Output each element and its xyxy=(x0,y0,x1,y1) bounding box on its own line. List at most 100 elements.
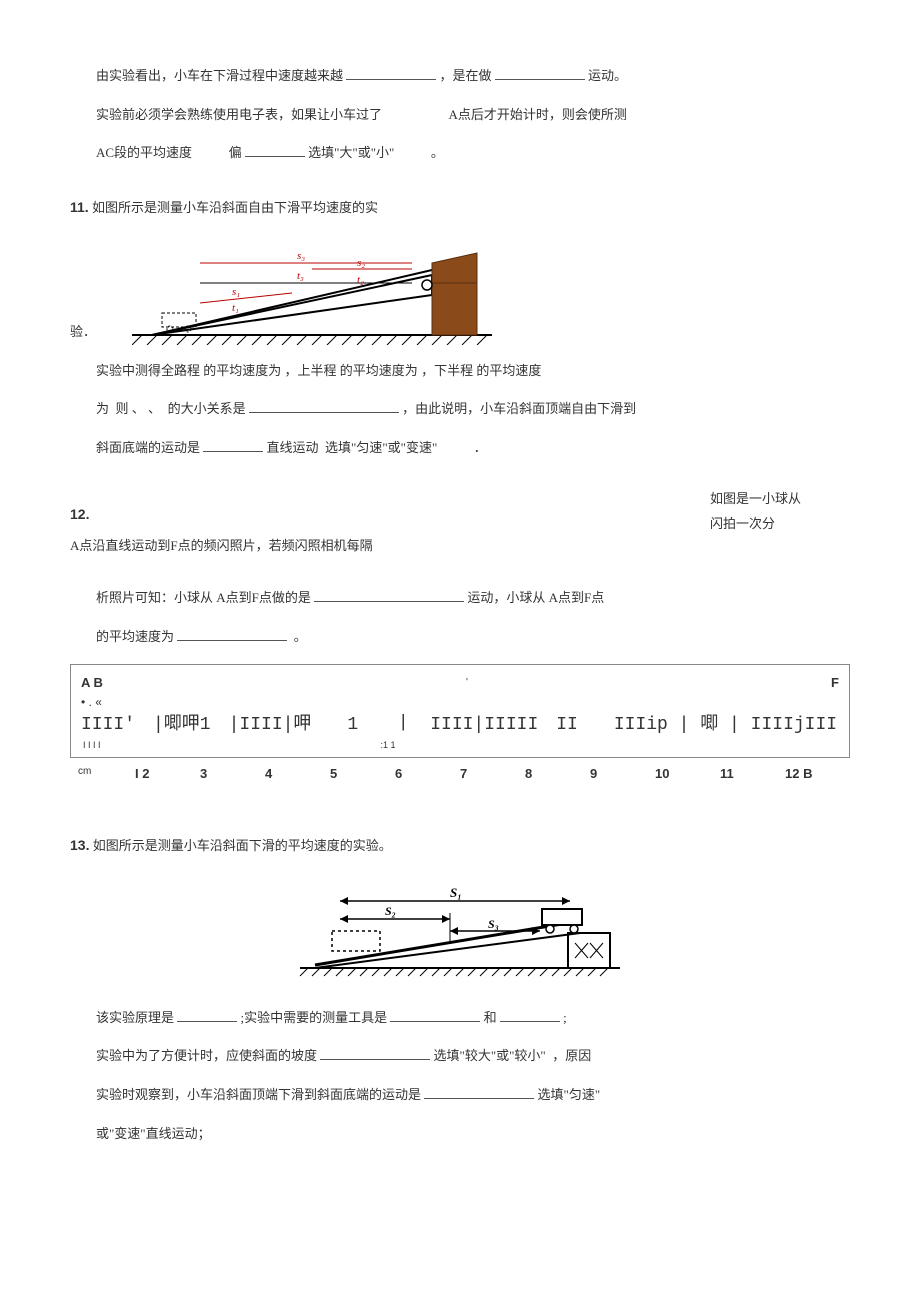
dots: • . « xyxy=(81,691,839,714)
q12-p1: 析照片可知：小球从 A点到F点做的是 运动，小球从 A点到F点 xyxy=(70,586,850,611)
text: 运动。 xyxy=(588,68,627,83)
q11-diagram-row: 验． s₃ t₃ xyxy=(70,235,850,345)
text: 实验中为了方便计时，应使斜面的坡度 xyxy=(96,1048,317,1063)
blank[interactable] xyxy=(500,1008,560,1022)
top-line1: 由实验看出，小车在下滑过程中速度越来越 ，是在做 运动。 xyxy=(70,64,850,89)
q11-heading: 11. 如图所示是测量小车沿斜面自由下滑平均速度的实 xyxy=(70,194,850,221)
text: 和 xyxy=(484,1010,497,1025)
num: 11 xyxy=(720,762,785,787)
blank[interactable] xyxy=(390,1008,480,1022)
q13-p4: 或"变速"直线运动； xyxy=(96,1122,850,1147)
blank[interactable] xyxy=(346,66,436,80)
q13-heading: 13. 如图所示是测量小车沿斜面下滑的平均速度的实验。 xyxy=(70,832,850,859)
text: 直线运动 xyxy=(267,440,319,455)
svg-text:S₁: S₁ xyxy=(450,885,462,900)
q12-p2: 的平均速度为 。 xyxy=(96,625,850,650)
blank[interactable] xyxy=(424,1085,534,1099)
text: 的平均速度 xyxy=(476,363,541,378)
ramp-diagram: s₃ t₃ s₂ t₂ s₁ t₁ xyxy=(132,235,492,345)
num: 8 xyxy=(525,762,590,787)
q13-p3: 实验时观察到，小车沿斜面顶端下滑到斜面底端的运动是 选填"匀速" xyxy=(70,1083,850,1108)
text: AC段的平均速度 xyxy=(96,145,192,160)
top-line2: 实验前必须学会熟练使用电子表，如果让小车过了 A点后才开始计时，则会使所测 xyxy=(70,103,850,128)
text: 闪拍一次分 xyxy=(710,512,850,537)
question-number: 11. xyxy=(70,199,89,215)
text: 如图所示是测量小车沿斜面自由下滑平均速度的实 xyxy=(92,200,378,215)
top-line3: AC段的平均速度 偏 选填"大"或"小" 。 xyxy=(96,141,850,166)
text: 选填"匀速"或"变速" xyxy=(325,440,437,455)
text: ; xyxy=(563,1010,567,1025)
label-f: F xyxy=(831,671,839,696)
text: 如图所示是测量小车沿斜面下滑的平均速度的实验。 xyxy=(93,838,392,853)
text: A点到F点 xyxy=(549,590,605,605)
text: A点到F点做的是 xyxy=(216,590,311,605)
question-number: 13. xyxy=(70,837,89,853)
text: 偏 xyxy=(229,145,242,160)
text: 则 xyxy=(116,401,129,416)
text: ，上半程 xyxy=(285,363,337,378)
blank[interactable] xyxy=(320,1046,430,1060)
text: 该实验原理是 xyxy=(96,1010,174,1025)
text: 运动，小球从 xyxy=(467,590,545,605)
ruler-numbers: cm I 2 3 4 5 6 7 8 9 10 11 12 B xyxy=(70,762,850,787)
text: 的平均速度为 xyxy=(203,363,281,378)
text: 选填"较大"或"较小" xyxy=(434,1048,546,1063)
blank[interactable] xyxy=(245,143,305,157)
text: 或"变速"直线运动； xyxy=(96,1126,211,1141)
svg-text:S₂: S₂ xyxy=(385,904,396,918)
text: ，由此说明，小车沿斜面顶端自由下滑到 xyxy=(402,401,636,416)
svg-text:t₁: t₁ xyxy=(232,302,239,314)
text: 斜面底端的运动是 xyxy=(96,440,200,455)
text: 实验前必须学会熟练使用电子表，如果让小车过了 xyxy=(96,107,382,122)
num: I 2 xyxy=(135,762,200,787)
num: 9 xyxy=(590,762,655,787)
blank[interactable] xyxy=(203,438,263,452)
text: 选填"大"或"小" xyxy=(308,145,394,160)
text: A点沿直线运动到F点的频闪照片，若频闪照相机每隔 xyxy=(70,538,373,553)
text: 实验中测得全路程 xyxy=(96,363,200,378)
text: 的平均速度为 xyxy=(96,629,174,644)
q11-p1: 实验中测得全路程 的平均速度为 ，上半程 的平均速度为 ，下半程 的平均速度 xyxy=(70,359,850,384)
blank[interactable] xyxy=(249,399,399,413)
blank[interactable] xyxy=(177,1008,237,1022)
num: 7 xyxy=(460,762,525,787)
text: 、 xyxy=(132,401,145,416)
text: ，下半程 xyxy=(421,363,473,378)
q12-heading-row: 12. A点沿直线运动到F点的频闪照片，若频闪照相机每隔 如图是一小球从 闪拍一… xyxy=(70,487,850,572)
text: ;实验中需要的测量工具是 xyxy=(241,1010,388,1025)
blank[interactable] xyxy=(495,66,585,80)
text: A点后才开始计时，则会使所测 xyxy=(449,107,627,122)
text: 析照片可知：小球从 xyxy=(96,590,213,605)
blank[interactable] xyxy=(177,627,287,641)
q13-p2: 实验中为了方便计时，应使斜面的坡度 选填"较大"或"较小" ，原因 xyxy=(70,1044,850,1069)
ruler-diagram: A B ' F • . « IIII' |唧呷1 |IIII|呷 1 丨 III… xyxy=(70,664,850,758)
text: 的大小关系是 xyxy=(168,401,246,416)
text: ． xyxy=(474,440,487,455)
num: 4 xyxy=(265,762,330,787)
num: 5 xyxy=(330,762,395,787)
num: 10 xyxy=(655,762,720,787)
text: 、 xyxy=(148,401,161,416)
ruler-ticks: IIII' |唧呷1 |IIII|呷 1 丨 IIII|IIIII II III… xyxy=(81,714,839,737)
sub: :1 1 xyxy=(381,737,396,754)
svg-text:t₂: t₂ xyxy=(357,274,364,286)
cm-label: cm xyxy=(78,762,143,787)
small-ticks: I I I I xyxy=(83,737,101,754)
text: 。 xyxy=(294,629,307,644)
text: 为 xyxy=(96,401,109,416)
num: 12 B xyxy=(785,762,850,787)
text: 选填"匀速" xyxy=(538,1087,601,1102)
q11-p2: 为 则 、 、 的大小关系是 ，由此说明，小车沿斜面顶端自由下滑到 xyxy=(96,397,850,422)
blank[interactable] xyxy=(314,588,464,602)
num: 3 xyxy=(200,762,265,787)
num: 6 xyxy=(395,762,460,787)
svg-text:s₃: s₃ xyxy=(297,250,305,262)
text: ，原因 xyxy=(552,1048,591,1063)
svg-text:s₂: s₂ xyxy=(357,257,365,269)
text: 由实验看出，小车在下滑过程中速度越来越 xyxy=(96,68,343,83)
text: 如图是一小球从 xyxy=(710,487,850,512)
svg-text:s₁: s₁ xyxy=(232,286,240,298)
svg-text:t₃: t₃ xyxy=(297,270,304,282)
text: 。 xyxy=(431,145,444,160)
svg-text:S₃: S₃ xyxy=(488,917,499,931)
